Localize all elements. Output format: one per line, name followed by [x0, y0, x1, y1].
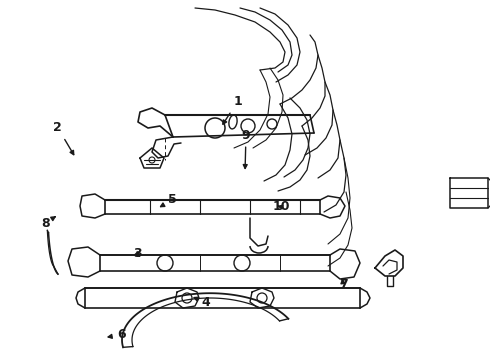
Text: 8: 8: [41, 217, 55, 230]
Text: 2: 2: [53, 121, 74, 155]
Text: 3: 3: [133, 247, 142, 260]
Text: 1: 1: [223, 95, 242, 124]
Text: 10: 10: [273, 201, 291, 213]
Text: 9: 9: [242, 129, 250, 168]
Text: 6: 6: [108, 328, 126, 341]
Text: 4: 4: [194, 296, 210, 309]
Text: 7: 7: [339, 278, 347, 291]
Text: 5: 5: [161, 193, 177, 207]
